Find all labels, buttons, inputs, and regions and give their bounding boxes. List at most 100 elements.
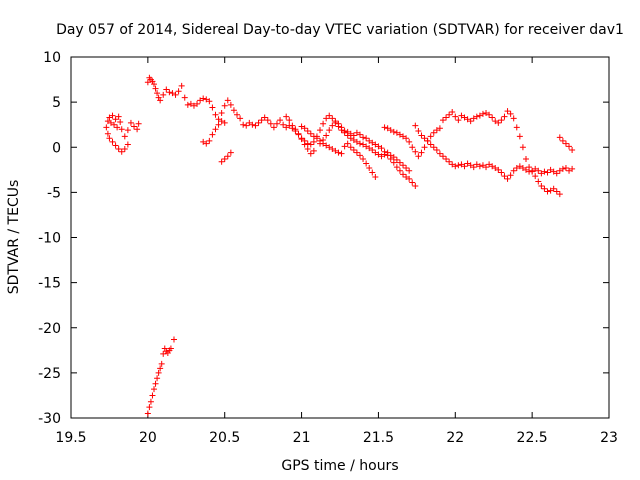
- data-point: [372, 174, 379, 181]
- data-point: [360, 155, 367, 162]
- series-arc-h: [317, 119, 413, 174]
- data-point: [160, 91, 167, 98]
- data-point: [427, 141, 434, 148]
- data-point: [366, 165, 373, 172]
- data-point: [507, 172, 514, 179]
- data-point: [464, 160, 471, 167]
- data-point: [378, 145, 385, 152]
- data-point: [553, 188, 560, 195]
- data-point: [157, 97, 164, 104]
- data-point: [109, 138, 116, 145]
- data-point: [562, 140, 569, 147]
- series-arc-b: [104, 130, 131, 155]
- data-point: [329, 146, 336, 153]
- x-tick-label: 22.5: [517, 430, 548, 446]
- data-point: [218, 118, 225, 125]
- data-point: [436, 125, 443, 132]
- data-point: [258, 117, 265, 124]
- y-tick-label: -5: [47, 185, 61, 201]
- data-point: [146, 404, 153, 411]
- data-point: [356, 131, 363, 138]
- data-point: [350, 146, 357, 153]
- data-point: [369, 146, 376, 153]
- data-point: [307, 141, 314, 148]
- data-point: [215, 121, 222, 128]
- data-point: [246, 119, 253, 126]
- data-point: [369, 169, 376, 176]
- data-point: [221, 119, 228, 126]
- data-point: [406, 175, 413, 182]
- data-point: [151, 386, 158, 393]
- data-point: [344, 132, 351, 139]
- data-point: [332, 119, 339, 126]
- data-point: [360, 141, 367, 148]
- data-point: [283, 124, 290, 131]
- data-point: [154, 375, 161, 382]
- data-point: [218, 158, 225, 165]
- data-point: [495, 119, 502, 126]
- data-point: [356, 140, 363, 147]
- data-point: [400, 133, 407, 140]
- data-point: [252, 122, 259, 129]
- data-point: [134, 126, 141, 133]
- data-point: [449, 161, 456, 168]
- data-point: [121, 133, 128, 140]
- data-point: [338, 127, 345, 134]
- data-point: [286, 117, 293, 124]
- data-point: [320, 137, 327, 144]
- data-point: [390, 159, 397, 166]
- data-point: [452, 113, 459, 120]
- data-point: [526, 164, 533, 171]
- data-point: [393, 129, 400, 136]
- data-point: [135, 120, 142, 127]
- data-point: [443, 155, 450, 162]
- data-point: [147, 398, 154, 405]
- data-point: [237, 115, 244, 122]
- data-point: [569, 146, 576, 153]
- data-point: [504, 108, 511, 115]
- data-point: [387, 127, 394, 134]
- data-point: [446, 158, 453, 165]
- data-point: [538, 183, 545, 190]
- data-point: [289, 122, 296, 129]
- data-point: [335, 149, 342, 156]
- data-point: [184, 101, 191, 108]
- data-point: [409, 144, 416, 151]
- data-point: [118, 126, 125, 133]
- data-point: [187, 100, 194, 107]
- data-point: [559, 165, 566, 172]
- data-point: [144, 410, 151, 417]
- data-point: [369, 139, 376, 146]
- data-point: [559, 137, 566, 144]
- data-point: [158, 360, 165, 367]
- data-point: [550, 168, 557, 175]
- data-point: [406, 138, 413, 145]
- data-point: [541, 185, 548, 192]
- data-point: [421, 135, 428, 142]
- data-point: [212, 111, 219, 118]
- data-point: [544, 188, 551, 195]
- data-point: [446, 111, 453, 118]
- data-point: [504, 175, 511, 182]
- data-point: [124, 127, 131, 134]
- data-point: [372, 141, 379, 148]
- data-point: [157, 365, 164, 372]
- data-point: [154, 90, 161, 97]
- data-point: [107, 119, 114, 126]
- data-point: [430, 129, 437, 136]
- data-point: [323, 115, 330, 122]
- data-point: [338, 150, 345, 157]
- data-point: [200, 138, 207, 145]
- y-tick-label: -20: [38, 321, 61, 337]
- data-point: [556, 191, 563, 198]
- series-arc-m: [556, 134, 576, 153]
- plot-frame: [70, 56, 610, 419]
- data-point: [227, 101, 234, 108]
- data-point: [335, 123, 342, 130]
- data-point: [323, 132, 330, 139]
- data-point: [507, 110, 514, 117]
- data-point: [375, 151, 382, 158]
- data-point: [547, 166, 554, 173]
- data-point: [443, 114, 450, 121]
- data-point: [519, 165, 526, 172]
